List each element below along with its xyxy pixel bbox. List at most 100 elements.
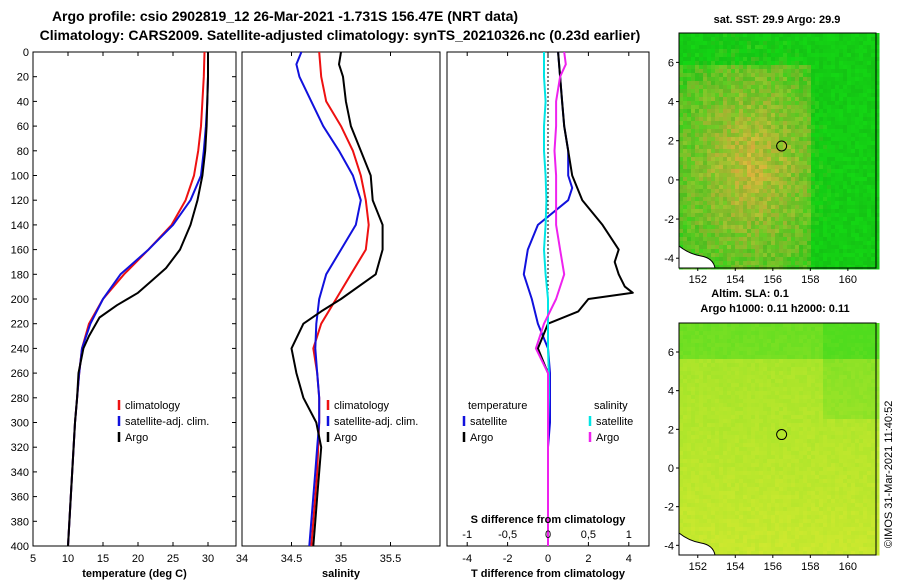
map-cell: [679, 205, 684, 210]
map-cell: [871, 335, 876, 340]
map-cell: [871, 149, 876, 154]
map-cell: [875, 327, 880, 332]
map-cell: [703, 101, 708, 106]
map-cell: [723, 73, 728, 78]
map-cell: [827, 249, 832, 254]
map-cell: [791, 355, 796, 360]
s-tick-label: 0: [545, 529, 551, 541]
map-cell: [871, 415, 876, 420]
map-y-tick-label: -4: [664, 253, 674, 265]
map-cell: [831, 391, 836, 396]
map-cell: [795, 153, 800, 158]
map-cell: [843, 185, 848, 190]
map-cell: [759, 459, 764, 464]
map-cell: [815, 233, 820, 238]
map-cell: [711, 53, 716, 58]
map-cell: [691, 33, 696, 38]
map-cell: [799, 177, 804, 182]
map-cell: [791, 137, 796, 142]
map-cell: [687, 57, 692, 62]
map-cell: [867, 121, 872, 126]
map-cell: [743, 101, 748, 106]
map-cell: [835, 455, 840, 460]
map-cell: [687, 129, 692, 134]
map-cell: [863, 249, 868, 254]
map-cell: [731, 399, 736, 404]
map-cell: [795, 467, 800, 472]
map-cell: [779, 387, 784, 392]
map-cell: [847, 45, 852, 50]
s-tick-label: 0,5: [581, 529, 596, 541]
map-cell: [859, 253, 864, 258]
map-cell: [739, 257, 744, 262]
map-cell: [779, 213, 784, 218]
map-cell: [819, 383, 824, 388]
map-cell: [867, 347, 872, 352]
map-cell: [823, 431, 828, 436]
y-tick-label: 100: [11, 171, 29, 183]
map-cell: [699, 237, 704, 242]
map-cell: [783, 391, 788, 396]
map-cell: [699, 117, 704, 122]
map-cell: [835, 347, 840, 352]
map-cell: [679, 93, 684, 98]
map-cell: [795, 177, 800, 182]
map-cell: [827, 97, 832, 102]
map-cell: [787, 49, 792, 54]
map-cell: [787, 169, 792, 174]
map-cell: [715, 455, 720, 460]
map-cell: [847, 93, 852, 98]
map-cell: [715, 415, 720, 420]
map-cell: [875, 351, 880, 356]
map-cell: [683, 217, 688, 222]
map-cell: [867, 117, 872, 122]
map-cell: [723, 49, 728, 54]
map-cell: [855, 193, 860, 198]
map-cell: [787, 165, 792, 170]
map-cell: [771, 383, 776, 388]
map-cell: [803, 323, 808, 328]
map-cell: [739, 443, 744, 448]
map-cell: [715, 105, 720, 110]
map-cell: [703, 77, 708, 82]
map-cell: [755, 241, 760, 246]
map-cell: [795, 197, 800, 202]
map-cell: [687, 153, 692, 158]
map-cell: [819, 459, 824, 464]
map-cell: [727, 177, 732, 182]
map-cell: [811, 85, 816, 90]
map-cell: [807, 323, 812, 328]
map-cell: [799, 181, 804, 186]
map-cell: [695, 197, 700, 202]
map-cell: [855, 395, 860, 400]
map-cell: [859, 379, 864, 384]
map-cell: [691, 141, 696, 146]
map-cell: [795, 161, 800, 166]
map-cell: [815, 245, 820, 250]
map-cell: [679, 101, 684, 106]
map-cell: [763, 395, 768, 400]
map-cell: [803, 57, 808, 62]
map-cell: [839, 395, 844, 400]
map-cell: [735, 61, 740, 66]
map-cell: [819, 257, 824, 262]
map-cell: [787, 249, 792, 254]
map-cell: [731, 245, 736, 250]
map-cell: [871, 407, 876, 412]
map-cell: [847, 343, 852, 348]
map-cell: [743, 73, 748, 78]
map-cell: [815, 335, 820, 340]
map-cell: [831, 459, 836, 464]
map-cell: [719, 101, 724, 106]
map-cell: [687, 37, 692, 42]
map-cell: [719, 379, 724, 384]
map-cell: [711, 253, 716, 258]
map-cell: [767, 121, 772, 126]
map-cell: [847, 109, 852, 114]
map-cell: [763, 399, 768, 404]
map-cell: [807, 363, 812, 368]
map-cell: [871, 193, 876, 198]
map-cell: [795, 105, 800, 110]
map-cell: [679, 169, 684, 174]
